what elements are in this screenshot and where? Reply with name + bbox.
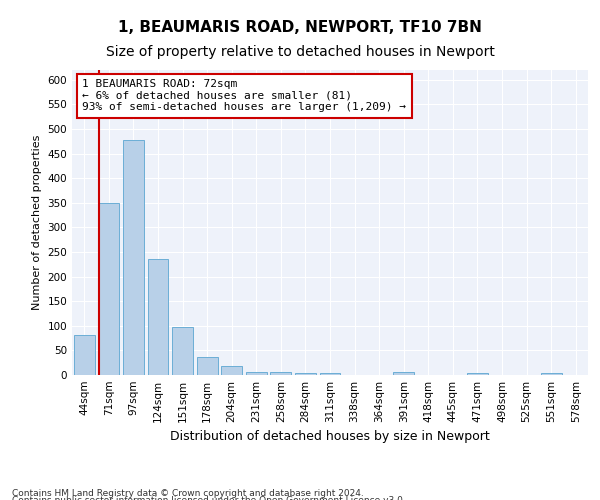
Bar — [295, 372, 316, 375]
Bar — [246, 372, 267, 375]
Text: Contains HM Land Registry data © Crown copyright and database right 2024.: Contains HM Land Registry data © Crown c… — [12, 488, 364, 498]
Bar — [221, 366, 242, 375]
Text: Size of property relative to detached houses in Newport: Size of property relative to detached ho… — [106, 45, 494, 59]
Bar — [541, 372, 562, 375]
Bar — [172, 328, 193, 375]
X-axis label: Distribution of detached houses by size in Newport: Distribution of detached houses by size … — [170, 430, 490, 444]
Bar — [148, 260, 169, 375]
Bar — [197, 357, 218, 375]
Text: Contains public sector information licensed under the Open Government Licence v3: Contains public sector information licen… — [12, 496, 406, 500]
Text: 1, BEAUMARIS ROAD, NEWPORT, TF10 7BN: 1, BEAUMARIS ROAD, NEWPORT, TF10 7BN — [118, 20, 482, 35]
Bar — [320, 372, 340, 375]
Bar — [123, 140, 144, 375]
Bar — [393, 372, 414, 375]
Bar — [98, 203, 119, 375]
Bar — [74, 334, 95, 375]
Bar — [467, 372, 488, 375]
Text: 1 BEAUMARIS ROAD: 72sqm
← 6% of detached houses are smaller (81)
93% of semi-det: 1 BEAUMARIS ROAD: 72sqm ← 6% of detached… — [82, 79, 406, 112]
Y-axis label: Number of detached properties: Number of detached properties — [32, 135, 42, 310]
Bar — [271, 372, 292, 375]
